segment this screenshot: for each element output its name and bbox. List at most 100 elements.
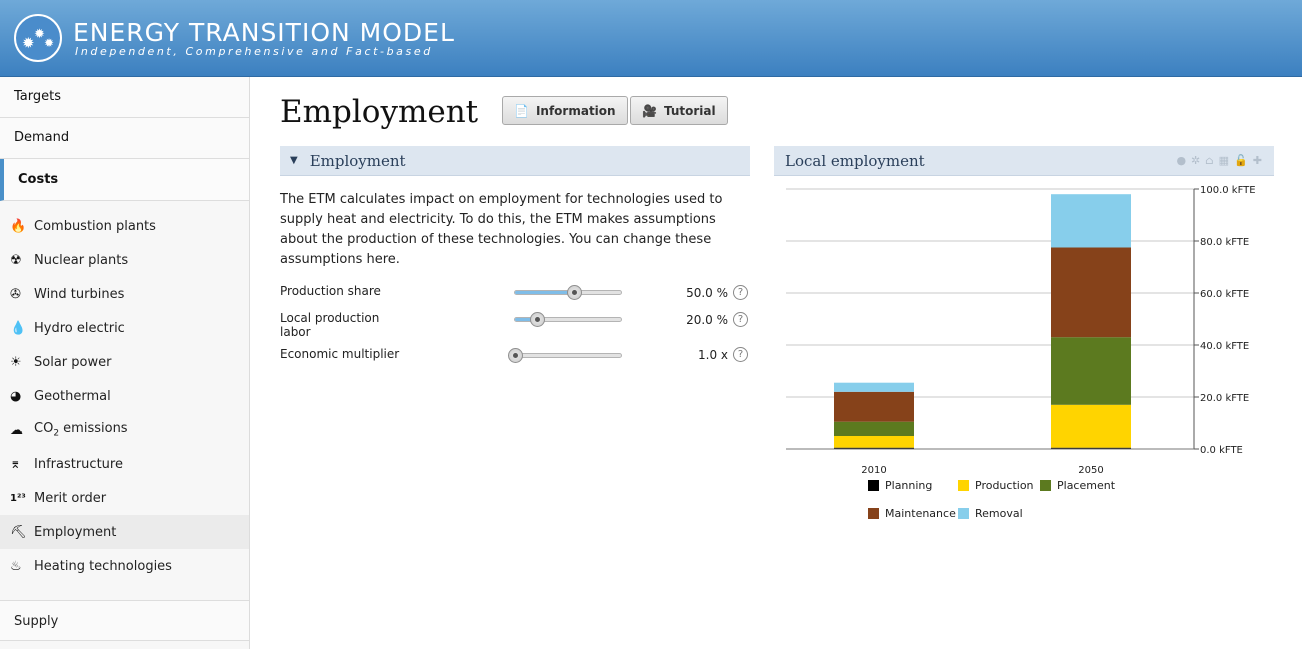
help-icon[interactable]: ? — [733, 347, 748, 362]
bar-segment-planning-2010[interactable] — [834, 447, 914, 449]
sidebar-subitem-label: Heating technologies — [34, 558, 172, 574]
slider-value: 50.0 % — [686, 286, 728, 300]
sidebar-subitem-geothermal[interactable]: ◕ Geothermal — [0, 379, 249, 413]
sidebar-subitem-nuclear-plants[interactable]: ☢ Nuclear plants — [0, 243, 249, 277]
slider-local-production-labor: Local production labor 20.0 % ? — [280, 311, 750, 341]
bar-segment-maintenance-2050[interactable] — [1051, 247, 1131, 338]
sidebar-subitem-employment[interactable]: ⛏ Employment — [0, 515, 249, 549]
y-tick-label: 20.0 kFTE — [1200, 393, 1249, 404]
sidebar-subitem-label: Employment — [34, 524, 117, 540]
slider-handle[interactable] — [567, 285, 583, 300]
legend-item-production[interactable]: Production — [958, 479, 1034, 492]
sidebar-subitem-infrastructure[interactable]: ⌆ Infrastructure — [0, 447, 249, 481]
sun-icon: ☀ — [10, 354, 22, 370]
y-tick-label: 40.0 kFTE — [1200, 341, 1249, 352]
chart-title: Local employment — [785, 151, 925, 170]
section-title: Employment — [309, 151, 406, 170]
sidebar-subitem-combustion-plants[interactable]: 🔥 Combustion plants — [0, 209, 249, 243]
help-icon[interactable]: ● — [1176, 154, 1187, 167]
help-icon[interactable]: ? — [733, 312, 748, 327]
x-tick-label: 2010 — [861, 465, 886, 476]
bar-segment-placement-2010[interactable] — [834, 421, 914, 436]
sidebar-subitem-label: Hydro electric — [34, 320, 125, 336]
sidebar-item-costs[interactable]: Costs — [0, 159, 249, 201]
local-employment-header: Local employment ● ✲ ⌂ ▦ 🔓 ✚ — [774, 146, 1274, 176]
sidebar-subitem-label: CO2 emissions — [34, 421, 128, 439]
worker-icon: ⛏ — [10, 524, 27, 540]
y-tick-label: 80.0 kFTE — [1200, 237, 1249, 248]
sidebar-item-supply[interactable]: Supply — [0, 600, 249, 641]
slider-label: Economic multiplier — [280, 347, 400, 361]
legend-label: Placement — [1057, 479, 1116, 492]
gears-logo-icon[interactable]: ✹ ✹ ✹ — [14, 14, 62, 62]
slider-track[interactable] — [514, 312, 622, 327]
bar-segment-planning-2050[interactable] — [1051, 447, 1131, 449]
home-icon[interactable]: ⌂ — [1205, 154, 1214, 167]
sidebar-subitem-heating-technologies[interactable]: ♨ Heating technologies — [0, 549, 249, 583]
sidebar-item-targets[interactable]: Targets — [0, 77, 249, 118]
bar-segment-production-2050[interactable] — [1051, 404, 1131, 448]
help-icon[interactable]: ? — [733, 285, 748, 300]
information-button-label: Information — [535, 103, 616, 118]
bar-segment-maintenance-2010[interactable] — [834, 391, 914, 422]
legend-swatch — [958, 508, 969, 519]
app-title[interactable]: ENERGY TRANSITION MODEL — [73, 18, 455, 47]
legend-label: Removal — [975, 507, 1023, 520]
app-header: ✹ ✹ ✹ ENERGY TRANSITION MODEL Independen… — [0, 0, 1302, 77]
legend-item-planning[interactable]: Planning — [868, 479, 932, 492]
slider-value: 1.0 x — [698, 348, 728, 362]
legend-label: Planning — [885, 479, 933, 492]
costs-submenu: 🔥 Combustion plants ☢ Nuclear plants ✇ W… — [0, 201, 249, 583]
legend-label: Production — [975, 479, 1034, 492]
add-icon[interactable]: ✚ — [1252, 154, 1262, 167]
globe-icon: ◕ — [10, 388, 22, 404]
sidebar-subitem-solar-power[interactable]: ☀ Solar power — [0, 345, 249, 379]
sidebar-subitem-label: Merit order — [34, 490, 107, 506]
slider-track[interactable] — [514, 285, 622, 300]
employment-section-header[interactable]: ▼ Employment — [280, 146, 750, 176]
flame-icon: 🔥 — [10, 218, 27, 234]
sidebar-subitem-label: Wind turbines — [34, 286, 125, 302]
legend-item-placement[interactable]: Placement — [1040, 479, 1115, 492]
legend-item-removal[interactable]: Removal — [958, 507, 1023, 520]
bar-segment-removal-2050[interactable] — [1051, 194, 1131, 248]
y-tick-label: 0.0 kFTE — [1200, 445, 1243, 456]
legend-swatch — [868, 480, 879, 491]
page-title: Employment — [280, 94, 479, 130]
slider-handle[interactable] — [508, 348, 523, 363]
sidebar-subitem-label: Geothermal — [34, 388, 111, 404]
legend-swatch — [1040, 480, 1051, 491]
sidebar-subitem-label: Solar power — [34, 354, 112, 370]
information-button[interactable]: 📄 Information — [502, 96, 628, 125]
tutorial-button[interactable]: 🎥 Tutorial — [630, 96, 728, 125]
settings-icon[interactable]: ✲ — [1191, 154, 1201, 167]
sidebar-subitem-hydro-electric[interactable]: 💧 Hydro electric — [0, 311, 249, 345]
x-tick-label: 2050 — [1078, 465, 1103, 476]
lock-icon[interactable]: 🔓 — [1234, 154, 1248, 167]
slider-handle[interactable] — [529, 312, 545, 327]
bar-segment-production-2010[interactable] — [834, 436, 914, 448]
slider-label: Production share — [280, 284, 381, 298]
wind-turbine-icon: ✇ — [10, 286, 21, 302]
sidebar-subitem-wind-turbines[interactable]: ✇ Wind turbines — [0, 277, 249, 311]
slider-value: 20.0 % — [686, 313, 728, 327]
app-subtitle: Independent, Comprehensive and Fact-base… — [75, 45, 433, 58]
bar-segment-removal-2010[interactable] — [834, 382, 914, 392]
sidebar-item-demand[interactable]: Demand — [0, 118, 249, 159]
y-tick-label: 100.0 kFTE — [1200, 185, 1256, 196]
water-drop-icon: 💧 — [10, 320, 27, 336]
collapse-triangle-icon: ▼ — [290, 155, 298, 166]
legend-item-maintenance[interactable]: Maintenance — [868, 507, 956, 520]
slider-track[interactable] — [508, 348, 622, 363]
slider-fill — [515, 291, 574, 294]
video-camera-icon: 🎥 — [642, 103, 657, 118]
sidebar-subitem-label: Nuclear plants — [34, 252, 129, 268]
sidebar-subitem-merit-order[interactable]: 1²³ Merit order — [0, 481, 249, 515]
table-icon[interactable]: ▦ — [1218, 154, 1230, 167]
slider-label: Local production labor — [280, 311, 380, 339]
bar-segment-placement-2050[interactable] — [1051, 337, 1131, 405]
sidebar-subitem-co2-emissions[interactable]: ☁ CO2 emissions — [0, 413, 249, 447]
merit-order-icon: 1²³ — [10, 492, 26, 504]
document-icon: 📄 — [514, 103, 529, 118]
sidebar: Targets Demand Costs 🔥 Combustion plants… — [0, 77, 250, 649]
